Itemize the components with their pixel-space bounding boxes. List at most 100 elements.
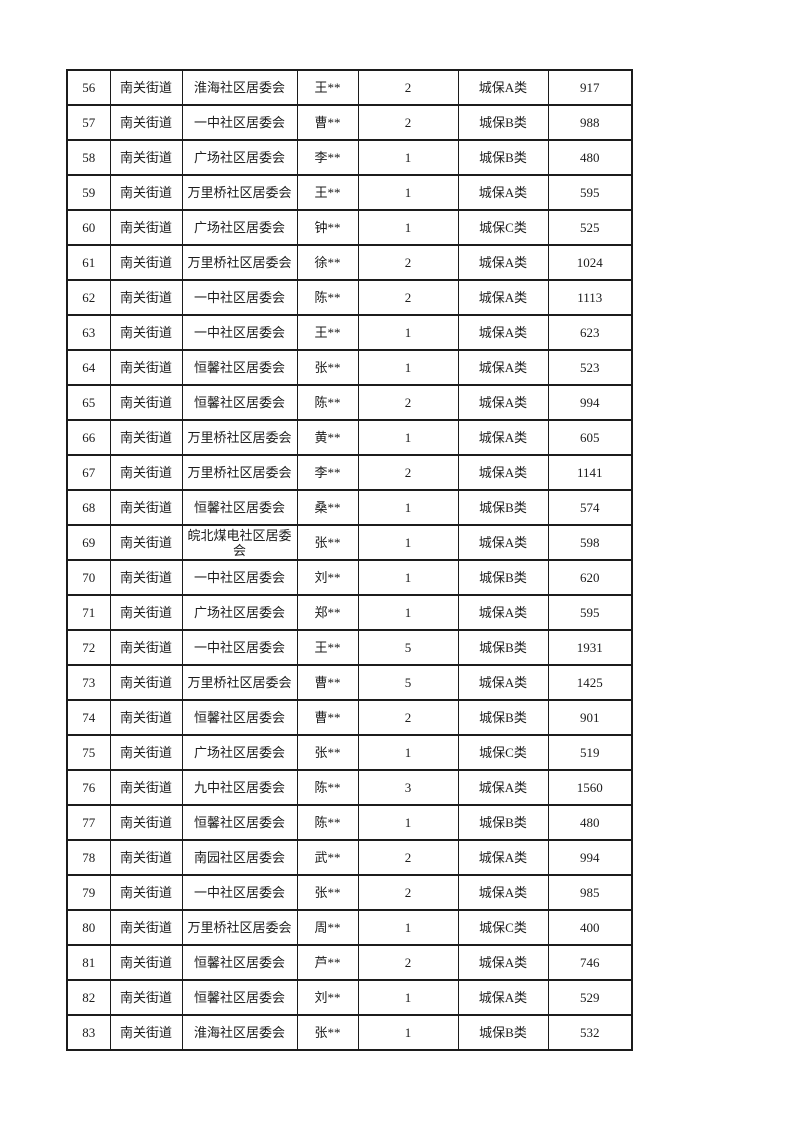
cell-community: 九中社区居委会: [181, 769, 298, 806]
cell-category: 城保C类: [457, 209, 549, 246]
cell-amount: 480: [547, 804, 633, 841]
cell-count: 1: [357, 559, 459, 596]
cell-community: 万里桥社区居委会: [181, 664, 298, 701]
cell-masked-name: 武**: [296, 839, 359, 876]
cell-street: 南关街道: [109, 244, 183, 281]
cell-amount: 1141: [547, 454, 633, 491]
table-row: 60 南关街道 广场社区居委会 钟** 1 城保C类 525: [66, 209, 633, 246]
cell-street: 南关街道: [109, 104, 183, 141]
cell-masked-name: 陈**: [296, 769, 359, 806]
cell-street: 南关街道: [109, 279, 183, 316]
cell-serial: 80: [66, 909, 111, 946]
cell-serial: 65: [66, 384, 111, 421]
cell-count: 5: [357, 629, 459, 666]
cell-masked-name: 王**: [296, 314, 359, 351]
cell-amount: 400: [547, 909, 633, 946]
cell-masked-name: 刘**: [296, 979, 359, 1016]
cell-street: 南关街道: [109, 699, 183, 736]
cell-community: 一中社区居委会: [181, 314, 298, 351]
cell-amount: 623: [547, 314, 633, 351]
cell-masked-name: 陈**: [296, 384, 359, 421]
cell-serial: 75: [66, 734, 111, 771]
cell-category: 城保A类: [457, 664, 549, 701]
cell-serial: 71: [66, 594, 111, 631]
cell-serial: 70: [66, 559, 111, 596]
cell-amount: 605: [547, 419, 633, 456]
cell-masked-name: 黄**: [296, 419, 359, 456]
cell-category: 城保A类: [457, 874, 549, 911]
cell-amount: 519: [547, 734, 633, 771]
cell-serial: 73: [66, 664, 111, 701]
cell-category: 城保B类: [457, 804, 549, 841]
cell-masked-name: 曹**: [296, 104, 359, 141]
cell-masked-name: 陈**: [296, 279, 359, 316]
table-row: 79 南关街道 一中社区居委会 张** 2 城保A类 985: [66, 874, 633, 911]
cell-serial: 72: [66, 629, 111, 666]
cell-category: 城保A类: [457, 419, 549, 456]
cell-street: 南关街道: [109, 979, 183, 1016]
cell-street: 南关街道: [109, 524, 183, 561]
cell-count: 1: [357, 314, 459, 351]
cell-category: 城保A类: [457, 839, 549, 876]
cell-count: 1: [357, 489, 459, 526]
table-row: 71 南关街道 广场社区居委会 郑** 1 城保A类 595: [66, 594, 633, 631]
cell-street: 南关街道: [109, 944, 183, 981]
cell-community: 一中社区居委会: [181, 279, 298, 316]
cell-count: 3: [357, 769, 459, 806]
cell-amount: 523: [547, 349, 633, 386]
cell-street: 南关街道: [109, 1014, 183, 1051]
cell-category: 城保B类: [457, 699, 549, 736]
table-row: 68 南关街道 恒馨社区居委会 桑** 1 城保B类 574: [66, 489, 633, 526]
cell-amount: 525: [547, 209, 633, 246]
cell-category: 城保B类: [457, 489, 549, 526]
cell-serial: 82: [66, 979, 111, 1016]
cell-amount: 985: [547, 874, 633, 911]
table-row: 59 南关街道 万里桥社区居委会 王** 1 城保A类 595: [66, 174, 633, 211]
table-row: 64 南关街道 恒馨社区居委会 张** 1 城保A类 523: [66, 349, 633, 386]
table-row: 58 南关街道 广场社区居委会 李** 1 城保B类 480: [66, 139, 633, 176]
table-row: 61 南关街道 万里桥社区居委会 徐** 2 城保A类 1024: [66, 244, 633, 281]
cell-street: 南关街道: [109, 419, 183, 456]
cell-serial: 67: [66, 454, 111, 491]
cell-count: 5: [357, 664, 459, 701]
cell-count: 2: [357, 874, 459, 911]
cell-masked-name: 张**: [296, 734, 359, 771]
cell-serial: 61: [66, 244, 111, 281]
benefits-table: 56 南关街道 淮海社区居委会 王** 2 城保A类 917 57 南关街道 一…: [66, 69, 633, 1051]
cell-street: 南关街道: [109, 629, 183, 666]
cell-serial: 79: [66, 874, 111, 911]
cell-count: 1: [357, 349, 459, 386]
cell-count: 2: [357, 244, 459, 281]
cell-category: 城保A类: [457, 349, 549, 386]
cell-serial: 63: [66, 314, 111, 351]
cell-community: 恒馨社区居委会: [181, 489, 298, 526]
cell-amount: 1931: [547, 629, 633, 666]
cell-amount: 598: [547, 524, 633, 561]
table-row: 81 南关街道 恒馨社区居委会 芦** 2 城保A类 746: [66, 944, 633, 981]
cell-masked-name: 王**: [296, 69, 359, 106]
cell-masked-name: 曹**: [296, 699, 359, 736]
cell-masked-name: 张**: [296, 1014, 359, 1051]
cell-street: 南关街道: [109, 174, 183, 211]
cell-amount: 988: [547, 104, 633, 141]
cell-count: 1: [357, 524, 459, 561]
table-row: 75 南关街道 广场社区居委会 张** 1 城保C类 519: [66, 734, 633, 771]
cell-community: 万里桥社区居委会: [181, 174, 298, 211]
cell-amount: 1113: [547, 279, 633, 316]
cell-count: 2: [357, 699, 459, 736]
cell-serial: 59: [66, 174, 111, 211]
cell-category: 城保A类: [457, 454, 549, 491]
cell-count: 1: [357, 419, 459, 456]
cell-category: 城保C类: [457, 734, 549, 771]
cell-street: 南关街道: [109, 909, 183, 946]
table-row: 69 南关街道 皖北煤电社区居委会 张** 1 城保A类 598: [66, 524, 633, 561]
cell-category: 城保A类: [457, 174, 549, 211]
cell-category: 城保A类: [457, 944, 549, 981]
cell-street: 南关街道: [109, 69, 183, 106]
cell-street: 南关街道: [109, 384, 183, 421]
cell-serial: 74: [66, 699, 111, 736]
cell-street: 南关街道: [109, 594, 183, 631]
cell-category: 城保B类: [457, 559, 549, 596]
table-row: 63 南关街道 一中社区居委会 王** 1 城保A类 623: [66, 314, 633, 351]
cell-amount: 574: [547, 489, 633, 526]
